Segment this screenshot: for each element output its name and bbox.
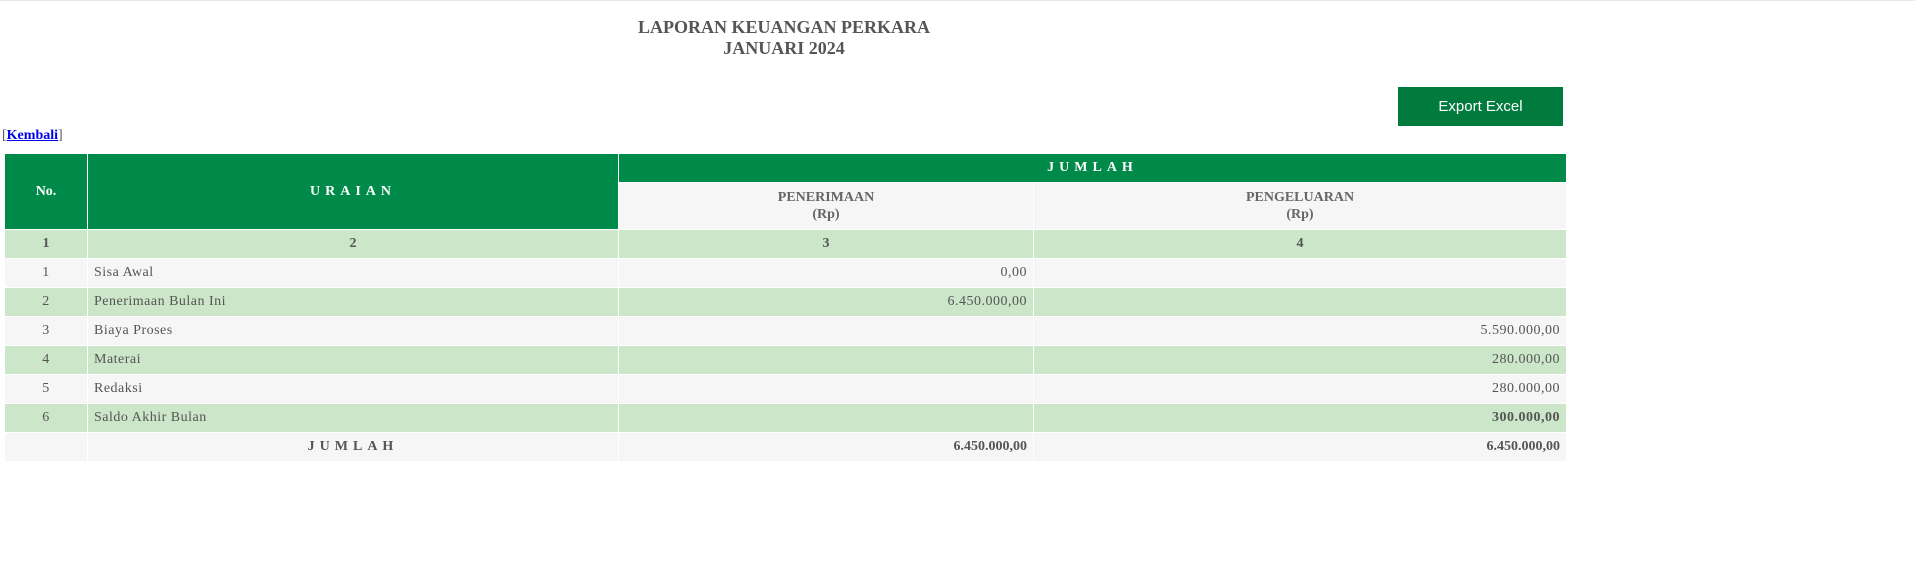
header-no: No. [4, 153, 88, 230]
bracket-close: ] [58, 128, 63, 143]
cell-penerimaan [618, 345, 1034, 375]
top-divider [0, 0, 1915, 1]
cell-no: 4 [4, 345, 88, 375]
page-title: LAPORAN KEUANGAN PERKARA JANUARI 2024 [0, 17, 1568, 59]
cell-no: 5 [4, 374, 88, 404]
total-label: JUMLAH [87, 432, 619, 462]
column-number-row: 1 2 3 4 [4, 229, 1567, 259]
cell-penerimaan [618, 316, 1034, 346]
cell-uraian: Saldo Akhir Bulan [87, 403, 619, 433]
cell-uraian: Sisa Awal [87, 258, 619, 288]
total-no [4, 432, 88, 462]
cell-penerimaan: 6.450.000,00 [618, 287, 1034, 317]
cell-pengeluaran: 280.000,00 [1033, 374, 1567, 404]
cell-no: 2 [4, 287, 88, 317]
table-row: 6 Saldo Akhir Bulan 300.000,00 [4, 403, 1567, 433]
cell-penerimaan: 0,00 [618, 258, 1034, 288]
col-number: 2 [87, 229, 619, 259]
export-excel-button[interactable]: Export Excel [1398, 87, 1563, 126]
table-row: 4 Materai 280.000,00 [4, 345, 1567, 375]
cell-pengeluaran [1033, 258, 1567, 288]
cell-uraian: Biaya Proses [87, 316, 619, 346]
back-link-wrapper: [Kembali] [2, 128, 63, 144]
cell-pengeluaran [1033, 287, 1567, 317]
table-row: 2 Penerimaan Bulan Ini 6.450.000,00 [4, 287, 1567, 317]
cell-no: 6 [4, 403, 88, 433]
header-uraian: URAIAN [87, 153, 619, 230]
header-jumlah: JUMLAH [618, 153, 1567, 183]
col-number: 4 [1033, 229, 1567, 259]
total-penerimaan: 6.450.000,00 [618, 432, 1034, 462]
cell-penerimaan [618, 403, 1034, 433]
cell-pengeluaran: 300.000,00 [1033, 403, 1567, 433]
header-penerimaan: PENERIMAAN (Rp) [618, 182, 1034, 230]
cell-pengeluaran: 280.000,00 [1033, 345, 1567, 375]
cell-penerimaan [618, 374, 1034, 404]
report-table: No. URAIAN JUMLAH PENERIMAAN (Rp) PENGELU… [4, 153, 1567, 462]
table-row: 5 Redaksi 280.000,00 [4, 374, 1567, 404]
cell-uraian: Penerimaan Bulan Ini [87, 287, 619, 317]
header-pengeluaran: PENGELUARAN (Rp) [1033, 182, 1567, 230]
cell-uraian: Materai [87, 345, 619, 375]
table-row: 3 Biaya Proses 5.590.000,00 [4, 316, 1567, 346]
cell-no: 3 [4, 316, 88, 346]
title-line-1: LAPORAN KEUANGAN PERKARA [638, 17, 930, 37]
title-line-2: JANUARI 2024 [723, 38, 845, 58]
bracket-open: [ [2, 128, 7, 143]
total-pengeluaran: 6.450.000,00 [1033, 432, 1567, 462]
col-number: 1 [4, 229, 88, 259]
back-link[interactable]: Kembali [6, 128, 59, 143]
table-row: 1 Sisa Awal 0,00 [4, 258, 1567, 288]
cell-uraian: Redaksi [87, 374, 619, 404]
total-row: JUMLAH 6.450.000,00 6.450.000,00 [4, 432, 1567, 462]
col-number: 3 [618, 229, 1034, 259]
cell-no: 1 [4, 258, 88, 288]
cell-pengeluaran: 5.590.000,00 [1033, 316, 1567, 346]
